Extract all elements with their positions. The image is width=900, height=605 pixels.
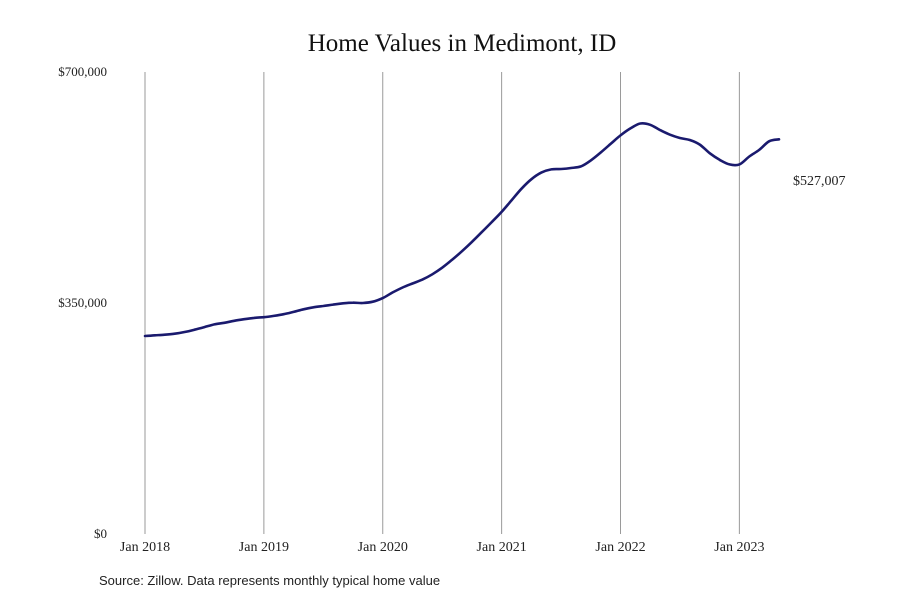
source-note: Source: Zillow. Data represents monthly … <box>99 573 440 588</box>
chart-title: Home Values in Medimont, ID <box>308 30 617 57</box>
x-tick-label: Jan 2019 <box>239 540 289 555</box>
x-axis-ticks: Jan 2018 Jan 2019 Jan 2020 Jan 2021 Jan 2022… <box>120 540 765 555</box>
x-tick-label: Jan 2021 <box>477 540 527 555</box>
y-axis-ticks: $0 $350,000 $700,000 <box>58 64 107 541</box>
end-value-label: $527,007 <box>793 174 846 189</box>
grid-layer <box>144 72 740 534</box>
y-tick-label: $0 <box>94 526 107 541</box>
x-tick-label: Jan 2018 <box>120 540 170 555</box>
series-line-0 <box>143 121 781 338</box>
series-layer <box>143 121 781 338</box>
x-tick-label: Jan 2020 <box>358 540 408 555</box>
y-tick-label: $350,000 <box>58 295 107 310</box>
x-tick-label: Jan 2022 <box>595 540 645 555</box>
x-tick-label: Jan 2023 <box>714 540 764 555</box>
y-tick-label: $700,000 <box>58 64 107 79</box>
